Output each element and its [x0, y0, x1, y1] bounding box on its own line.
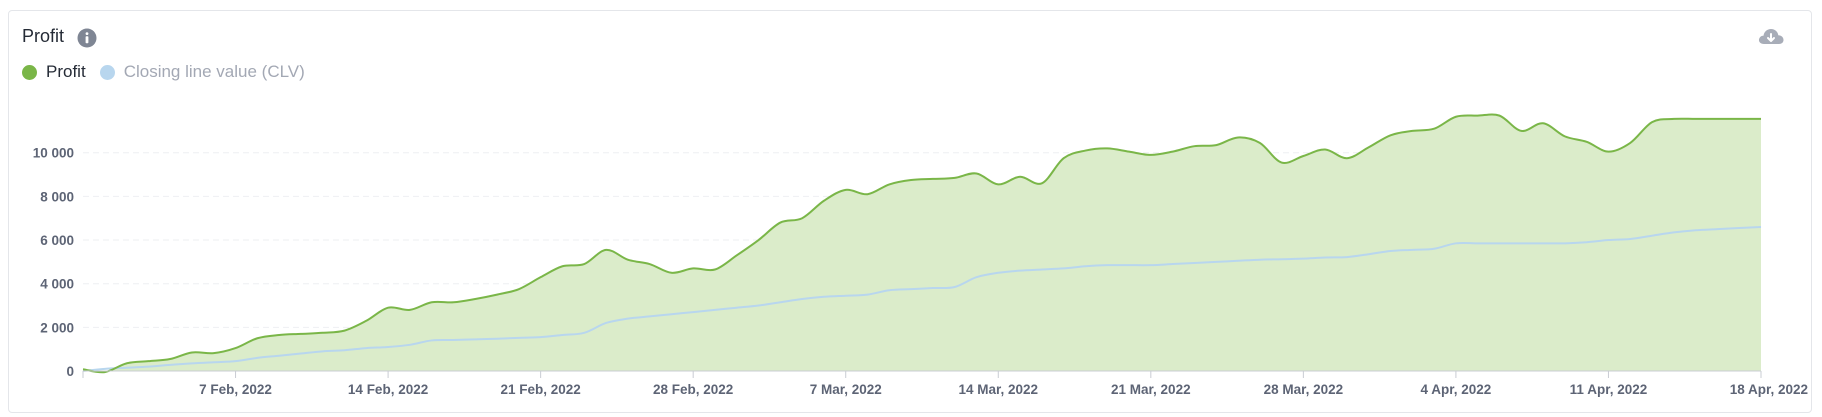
chart-title: Profit — [22, 26, 65, 46]
x-tick-label: 18 Apr, 2022 — [1730, 382, 1808, 397]
profit-area — [83, 114, 1761, 373]
clv-line — [82, 225, 1762, 372]
profit-line — [82, 113, 1761, 374]
series-layer — [82, 113, 1762, 374]
x-tick-label: 21 Feb, 2022 — [500, 382, 580, 397]
legend-item-clv[interactable]: Closing line value (CLV) — [99, 62, 305, 82]
legend-dot-clv — [99, 64, 115, 80]
x-tick-label: 28 Mar, 2022 — [1264, 382, 1344, 397]
x-tick-label: 21 Mar, 2022 — [1111, 382, 1191, 397]
chart-legend: Profit Closing line value (CLV) — [22, 62, 319, 82]
y-tick-label: 6 000 — [40, 233, 74, 248]
x-tick-label: 14 Feb, 2022 — [348, 382, 428, 397]
axes: 0 2 000 4 000 6 000 8 000 10 000 7 Feb, 2022 14… — [33, 146, 1808, 397]
x-tick-label: 14 Mar, 2022 — [958, 382, 1038, 397]
legend-label-profit: Profit — [46, 62, 86, 81]
legend-dot-profit — [22, 64, 37, 80]
y-tick-label: 10 000 — [33, 146, 74, 161]
legend-item-profit[interactable]: Profit — [22, 62, 86, 82]
cloud-download-icon[interactable] — [1757, 26, 1785, 48]
x-tick-label: 7 Feb, 2022 — [199, 382, 272, 397]
x-tick-label: 4 Apr, 2022 — [1421, 382, 1492, 397]
x-tick-label: 28 Feb, 2022 — [653, 382, 733, 397]
info-circle-icon[interactable] — [77, 28, 97, 48]
x-tick-label: 11 Apr, 2022 — [1570, 382, 1648, 397]
x-tick-label: 7 Mar, 2022 — [810, 382, 882, 397]
y-tick-label: 2 000 — [40, 320, 74, 335]
legend-label-clv: Closing line value (CLV) — [123, 62, 305, 81]
y-tick-label: 8 000 — [40, 189, 74, 204]
y-tick-label: 4 000 — [40, 277, 74, 292]
y-tick-label: 0 — [66, 364, 74, 379]
